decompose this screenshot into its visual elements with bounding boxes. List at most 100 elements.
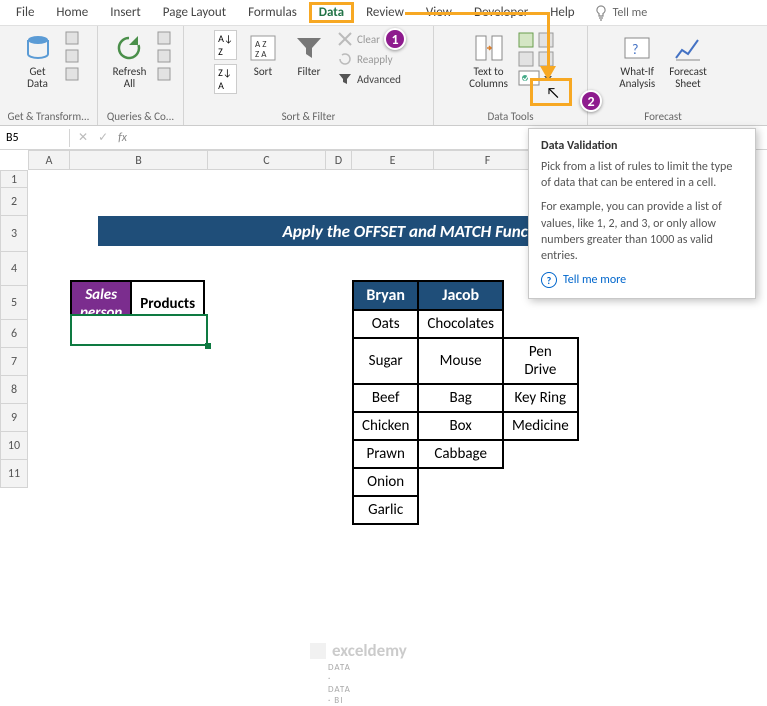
table-cell: Cabbage xyxy=(418,440,503,468)
row-7[interactable]: 7 xyxy=(0,348,28,376)
table-cell xyxy=(418,468,503,496)
header-bryan: Bryan xyxy=(353,281,418,310)
row-3[interactable]: 3 xyxy=(0,216,28,252)
tooltip-title: Data Validation xyxy=(541,139,743,153)
row-1[interactable]: 1 xyxy=(0,170,28,188)
get-data-small-buttons xyxy=(64,30,80,82)
table-data: Bryan Jacob OatsChocolatesSugarMousePen … xyxy=(352,280,579,525)
small-icon[interactable] xyxy=(156,48,172,64)
sort-button[interactable]: A ZZ A Sort xyxy=(243,30,283,80)
whatif-button[interactable]: ? What-If Analysis xyxy=(615,30,659,92)
selected-cell-b5[interactable] xyxy=(70,314,208,346)
table-cell: Beef xyxy=(353,384,418,412)
row-6[interactable]: 6 xyxy=(0,320,28,348)
arrow-connector-v xyxy=(547,12,550,68)
forecast-label: Forecast Sheet xyxy=(669,66,707,90)
col-F[interactable]: F xyxy=(434,150,542,170)
cursor-icon: ↖ xyxy=(546,84,560,103)
small-icon[interactable] xyxy=(156,30,172,46)
menu-file[interactable]: File xyxy=(6,2,44,23)
row-2[interactable]: 2 xyxy=(0,188,28,216)
table-cell: Key Ring xyxy=(503,384,578,412)
tooltip-p1: Pick from a list of rules to limit the t… xyxy=(541,159,743,191)
ribbon-group-queries: Refresh All Queries & Co... xyxy=(98,26,184,125)
text-to-columns-icon xyxy=(473,32,505,64)
forecast-sheet-button[interactable]: Forecast Sheet xyxy=(665,30,711,92)
small-icon[interactable] xyxy=(64,48,80,64)
text-to-columns-label: Text to Columns xyxy=(469,66,508,90)
menu-insert[interactable]: Insert xyxy=(100,2,151,23)
tooltip-p2: For example, you can provide a list of v… xyxy=(541,199,743,264)
formula-bar[interactable]: ✕ ✓ fx xyxy=(70,130,135,145)
tell-me-label: Tell me xyxy=(613,6,648,20)
table-cell: Garlic xyxy=(353,496,418,524)
row-10[interactable]: 10 xyxy=(0,432,28,460)
menu-home[interactable]: Home xyxy=(46,2,98,23)
row-9[interactable]: 9 xyxy=(0,404,28,432)
remove-dup-icon[interactable] xyxy=(518,51,534,67)
sort-icon: A ZZ A xyxy=(247,32,279,64)
col-E[interactable]: E xyxy=(352,150,434,170)
table-cell: Prawn xyxy=(353,440,418,468)
queries-small-buttons xyxy=(156,30,172,82)
selection-handle[interactable] xyxy=(205,343,211,349)
group-label: Data Tools xyxy=(487,110,533,123)
flash-fill-icon[interactable] xyxy=(518,32,534,48)
small-icon[interactable] xyxy=(64,30,80,46)
row-headers[interactable]: 1234567891011 xyxy=(0,170,28,488)
table-cell: Mouse xyxy=(418,338,503,384)
get-data-button[interactable]: Get Data xyxy=(18,30,58,92)
ribbon-group-forecast: ? What-If Analysis Forecast Sheet Foreca… xyxy=(588,26,738,125)
menu-data[interactable]: Data xyxy=(309,2,354,23)
row-5[interactable]: 5 xyxy=(0,286,28,320)
text-to-columns-button[interactable]: Text to Columns xyxy=(465,30,512,92)
group-label: Forecast xyxy=(644,110,682,123)
filter-button[interactable]: Filter xyxy=(289,30,329,80)
enter-icon: ✓ xyxy=(98,130,108,145)
table-cell: Oats xyxy=(353,310,418,338)
table-cell xyxy=(503,496,578,524)
col-C[interactable]: C xyxy=(208,150,326,170)
menu-formulas[interactable]: Formulas xyxy=(238,2,307,23)
table-cell: Pen Drive xyxy=(503,338,578,384)
ribbon-group-get-transform: Get Data Get & Transform... xyxy=(0,26,98,125)
reapply-button[interactable]: Reapply xyxy=(335,50,403,68)
col-A[interactable]: A xyxy=(28,150,70,170)
sort-desc-button[interactable]: Z↓A xyxy=(214,64,237,94)
row-4[interactable]: 4 xyxy=(0,252,28,286)
menu-bar: File Home Insert Page Layout Formulas Da… xyxy=(0,0,767,26)
header-jacob: Jacob xyxy=(418,281,503,310)
row-8[interactable]: 8 xyxy=(0,376,28,404)
sort-asc-button[interactable]: A↓Z xyxy=(214,30,237,60)
name-box[interactable]: B5 xyxy=(0,129,70,147)
col-D[interactable]: D xyxy=(326,150,352,170)
tell-me-more-link[interactable]: Tell me more xyxy=(541,272,743,288)
filter-icon xyxy=(293,32,325,64)
refresh-icon xyxy=(113,32,145,64)
group-label: Get & Transform... xyxy=(8,110,90,123)
row-11[interactable]: 11 xyxy=(0,460,28,488)
table-cell xyxy=(503,468,578,496)
refresh-all-button[interactable]: Refresh All xyxy=(109,30,151,92)
cancel-icon: ✕ xyxy=(78,130,88,145)
database-icon xyxy=(22,32,54,64)
advanced-button[interactable]: Advanced xyxy=(335,70,403,88)
forecast-icon xyxy=(672,32,704,64)
callout-1: 1 xyxy=(384,28,406,50)
small-icon[interactable] xyxy=(64,66,80,82)
get-data-label: Get Data xyxy=(27,66,48,90)
table-cell xyxy=(503,440,578,468)
tell-me[interactable]: Tell me xyxy=(593,5,648,21)
table-cell xyxy=(503,310,578,338)
table-cell: Chicken xyxy=(353,412,418,440)
svg-text:Z A: Z A xyxy=(255,49,267,60)
svg-text:?: ? xyxy=(632,41,639,58)
callout-2: 2 xyxy=(580,90,602,112)
menu-page-layout[interactable]: Page Layout xyxy=(153,2,236,23)
whatif-icon: ? xyxy=(621,32,653,64)
small-icon[interactable] xyxy=(156,66,172,82)
col-B[interactable]: B xyxy=(70,150,208,170)
table-cell: Medicine xyxy=(503,412,578,440)
data-validation-tooltip: Data Validation Pick from a list of rule… xyxy=(528,128,756,299)
watermark-sub: DATA · DATA · BI xyxy=(328,662,351,706)
